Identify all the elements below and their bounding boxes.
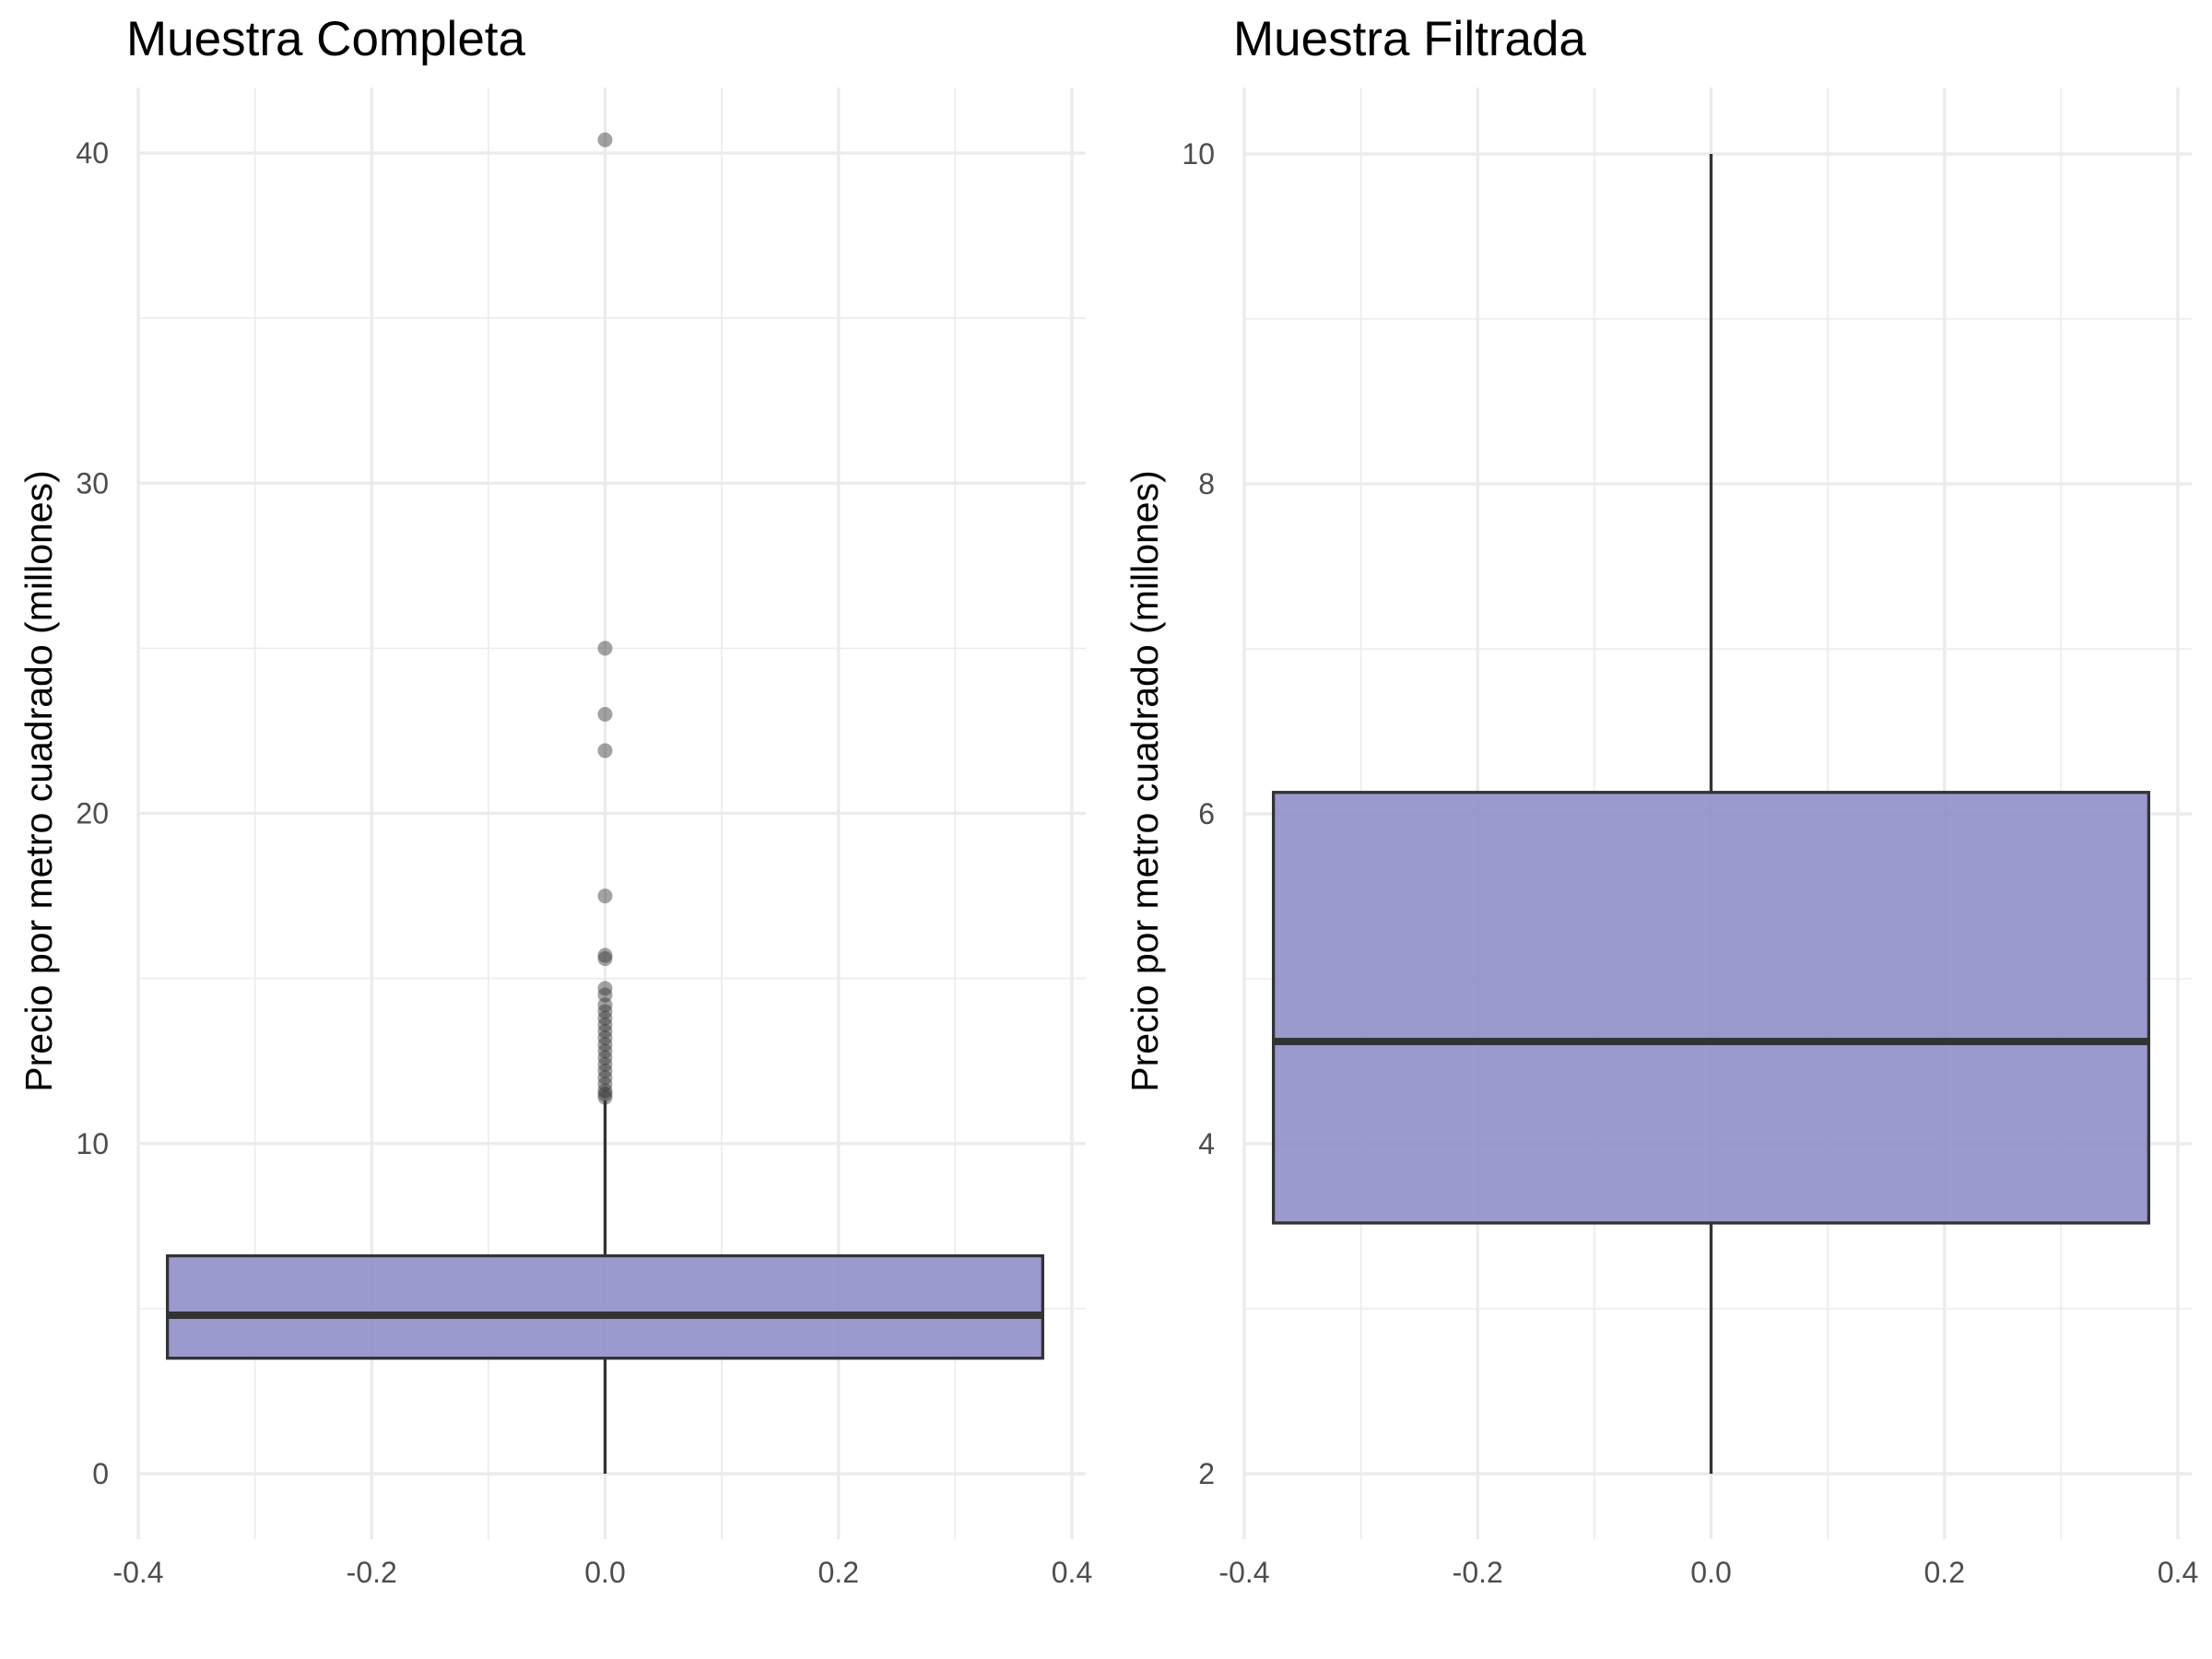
x-tick-label: 0.2	[1924, 1556, 1965, 1589]
y-tick-label: 8	[1198, 467, 1215, 500]
x-tick-label: -0.4	[112, 1556, 163, 1589]
panel-2: -0.4 -0.2 0.0 0.2 0.4 2 4 6 8 10 Muestra Filtrada P…	[1124, 12, 2198, 1589]
outlier-point	[597, 1023, 613, 1039]
outlier-point	[597, 132, 613, 147]
y-tick-label: 2	[1198, 1457, 1215, 1490]
x-tick-label: -0.2	[1453, 1556, 1503, 1589]
y-tick-label: 30	[76, 466, 109, 500]
y-tick-label: 40	[76, 136, 109, 170]
y-tick-label: 0	[92, 1457, 109, 1490]
outlier-point	[597, 1077, 613, 1092]
outlier-point	[597, 1089, 613, 1105]
outlier-point	[597, 743, 613, 759]
y-tick-label: 20	[76, 797, 109, 830]
outlier-point	[597, 947, 613, 963]
outlier-point	[597, 1050, 613, 1065]
outlier-point	[597, 1083, 613, 1099]
outlier-point	[597, 1037, 613, 1053]
y-tick-label: 10	[1182, 137, 1215, 171]
outlier-point	[597, 981, 613, 996]
box-iqr	[1272, 791, 2150, 1225]
y-tick-label: 6	[1198, 797, 1215, 830]
x-tick-label: -0.4	[1218, 1556, 1269, 1589]
y-axis-label: Precio por metro cuadrado (millones)	[18, 470, 60, 1092]
outlier-point	[597, 1043, 613, 1059]
outlier-point	[597, 888, 613, 904]
outlier-point	[597, 1063, 613, 1078]
x-tick-label: 0.2	[818, 1556, 859, 1589]
box-iqr	[166, 1253, 1044, 1360]
outlier-point	[597, 987, 613, 1003]
outlier-point	[597, 641, 613, 656]
y-tick-label: 10	[76, 1127, 109, 1160]
outlier-point	[597, 997, 613, 1013]
y-axis-label: Precio por metro cuadrado (millones)	[1124, 470, 1166, 1092]
outlier-point	[597, 951, 613, 967]
outlier-point	[597, 1004, 613, 1019]
outlier-point	[597, 1017, 613, 1032]
outlier-point	[597, 1010, 613, 1026]
x-tick-label: 0.4	[1052, 1556, 1092, 1589]
panel-1: -0.4 -0.2 0.0 0.2 0.4 0 10 20 30 40 Muestra Comple…	[18, 12, 1092, 1589]
outlier-point	[597, 707, 613, 723]
x-tick-label: 0.0	[1690, 1556, 1731, 1589]
x-tick-label: -0.2	[347, 1556, 397, 1589]
chart-title: Muestra Filtrada	[1233, 12, 1586, 66]
outlier-point	[597, 1087, 613, 1102]
outlier-point	[597, 1070, 613, 1086]
chart-title: Muestra Completa	[126, 12, 526, 66]
outlier-point	[597, 1030, 613, 1046]
y-tick-label: 4	[1198, 1127, 1215, 1160]
outlier-point	[597, 1056, 613, 1072]
x-tick-label: 0.4	[2158, 1556, 2198, 1589]
x-tick-label: 0.0	[584, 1556, 625, 1589]
